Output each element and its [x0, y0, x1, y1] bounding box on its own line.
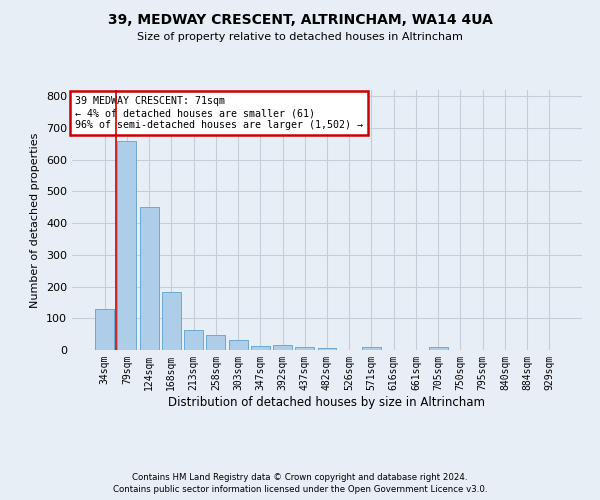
Bar: [429, 348, 448, 350]
Text: Size of property relative to detached houses in Altrincham: Size of property relative to detached ho…: [137, 32, 463, 42]
Bar: [317, 348, 337, 350]
Bar: [184, 330, 203, 350]
Y-axis label: Number of detached properties: Number of detached properties: [31, 132, 40, 308]
Bar: [273, 345, 292, 350]
X-axis label: Distribution of detached houses by size in Altrincham: Distribution of detached houses by size …: [169, 396, 485, 408]
Text: Contains public sector information licensed under the Open Government Licence v3: Contains public sector information licen…: [113, 485, 487, 494]
Bar: [206, 335, 225, 350]
Bar: [362, 348, 381, 350]
Bar: [95, 310, 114, 350]
Bar: [118, 140, 136, 350]
Bar: [162, 292, 181, 350]
Text: 39 MEDWAY CRESCENT: 71sqm
← 4% of detached houses are smaller (61)
96% of semi-d: 39 MEDWAY CRESCENT: 71sqm ← 4% of detach…: [74, 96, 362, 130]
Text: Contains HM Land Registry data © Crown copyright and database right 2024.: Contains HM Land Registry data © Crown c…: [132, 472, 468, 482]
Bar: [251, 346, 270, 350]
Bar: [229, 340, 248, 350]
Bar: [295, 347, 314, 350]
Text: 39, MEDWAY CRESCENT, ALTRINCHAM, WA14 4UA: 39, MEDWAY CRESCENT, ALTRINCHAM, WA14 4U…: [107, 12, 493, 26]
Bar: [140, 206, 158, 350]
